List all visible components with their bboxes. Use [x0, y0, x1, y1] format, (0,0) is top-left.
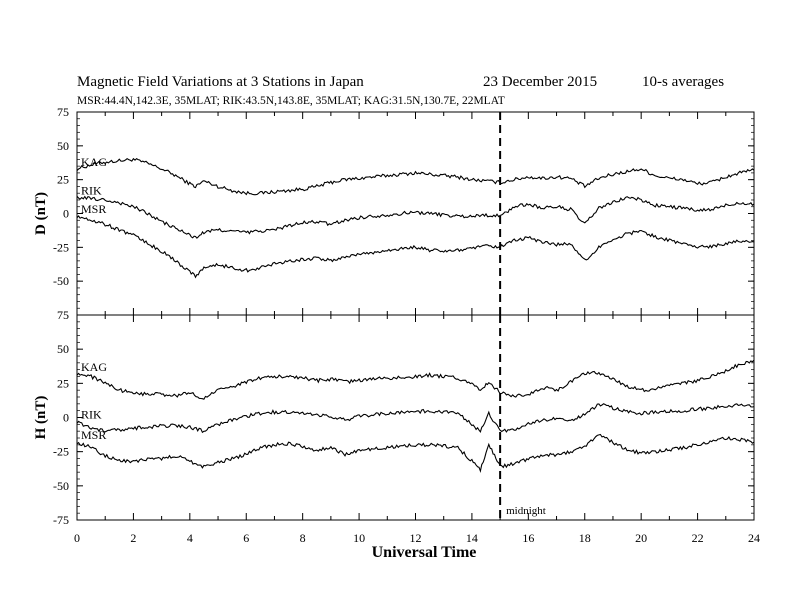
series-line-H-KAG [76, 359, 755, 400]
series-line-D-KAG [76, 157, 755, 196]
series-line-H-MSR [76, 433, 755, 473]
x-tick-label: 10 [353, 531, 365, 545]
series-label-H-RIK: RIK [81, 408, 102, 422]
midnight-label: midnight [506, 505, 546, 517]
y-axis-label-H: H (nT) [33, 396, 49, 440]
series-line-D-RIK [76, 195, 755, 239]
chart-averaging: 10-s averages [642, 74, 725, 90]
y-tick-label: 75 [57, 105, 69, 119]
x-tick-label: 14 [466, 531, 478, 545]
series-label-D-KAG: KAG [81, 155, 107, 169]
x-tick-label: 4 [187, 531, 193, 545]
x-tick-label: 16 [522, 531, 534, 545]
y-axis-label-D: D (nT) [33, 192, 49, 235]
y-tick-label: 0 [63, 411, 69, 425]
y-tick-label: 75 [57, 308, 69, 322]
x-tick-label: 18 [579, 531, 591, 545]
y-tick-label: 25 [57, 376, 69, 390]
series-label-H-KAG: KAG [81, 360, 107, 374]
panel-frame-D [76, 111, 755, 316]
y-tick-label: 0 [63, 207, 69, 221]
y-tick-label: -25 [53, 240, 69, 254]
y-tick-label: -50 [53, 479, 69, 493]
x-tick-label: 6 [243, 531, 249, 545]
y-tick-label: -25 [53, 445, 69, 459]
x-tick-label: 12 [410, 531, 422, 545]
x-tick-label: 2 [130, 531, 136, 545]
x-tick-label: 0 [74, 531, 80, 545]
series-line-H-RIK [76, 403, 755, 434]
chart-date: 23 December 2015 [483, 74, 598, 90]
y-tick-label: -75 [53, 513, 69, 527]
y-tick-label: -50 [53, 274, 69, 288]
x-axis-label: Universal Time [372, 544, 477, 561]
station-coordinates: MSR:44.4N,142.3E, 35MLAT; RIK:43.5N,143.… [77, 95, 505, 107]
x-tick-label: 20 [635, 531, 647, 545]
x-tick-label: 22 [692, 531, 704, 545]
x-tick-label: 8 [300, 531, 306, 545]
panel-frame-H [76, 314, 755, 521]
x-tick-label: 24 [748, 531, 760, 545]
series-label-D-RIK: RIK [81, 183, 102, 197]
y-tick-label: 25 [57, 173, 69, 187]
y-tick-label: 50 [57, 342, 69, 356]
y-tick-label: 50 [57, 139, 69, 153]
series-label-D-MSR: MSR [81, 202, 106, 216]
series-line-D-MSR [76, 215, 755, 279]
chart-title: Magnetic Field Variations at 3 Stations … [77, 74, 364, 90]
series-label-H-MSR: MSR [81, 428, 106, 442]
